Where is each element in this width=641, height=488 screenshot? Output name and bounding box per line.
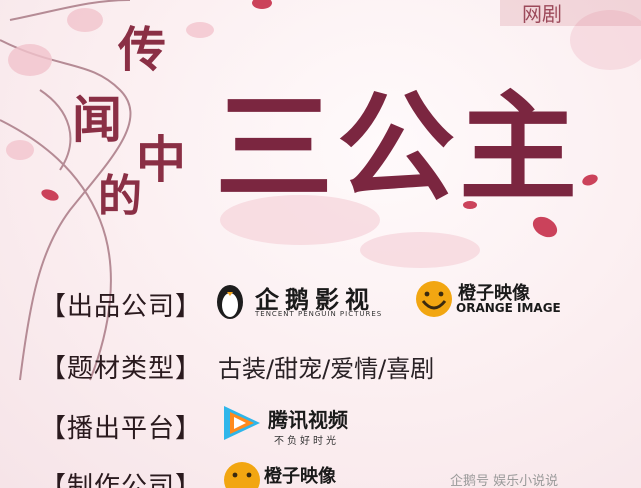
- web-drama-badge-text: 网剧: [522, 2, 562, 26]
- title-char-4: 的: [98, 171, 142, 222]
- maker-label: 【制作公司】: [40, 472, 203, 488]
- genre-label: 【题材类型】: [40, 354, 203, 384]
- tencent-penguin-cn: 企鹅影视: [255, 286, 375, 314]
- tencent-penguin-en: TENCENT PENGUIN PICTURES: [255, 310, 383, 318]
- genre-value: 古装/甜宠/爱情/喜剧: [218, 355, 435, 383]
- main-title: 三公主: [215, 78, 582, 217]
- orange-image-en: ORANGE IMAGE: [456, 301, 561, 315]
- orange-image-logo: 橙子映像 ORANGE IMAGE: [414, 279, 561, 321]
- watermark-text: 企鹅号 娱乐小说说: [450, 474, 559, 488]
- tencent-penguin-logo: 企鹅影视 TENCENT PENGUIN PICTURES: [213, 278, 393, 320]
- tencent-video-play-icon: [224, 406, 260, 440]
- orange-smiley-icon-2: [224, 462, 260, 488]
- tencent-video-logo: 腾讯视频 不负好时光: [220, 402, 370, 448]
- orange-image-cn: 橙子映像: [458, 283, 530, 304]
- title-char-3: 中: [136, 130, 186, 189]
- watermark: 企鹅号 娱乐小说说: [450, 470, 641, 488]
- title-char-1: 传: [118, 22, 167, 78]
- penguin-icon: [217, 285, 243, 319]
- tencent-video-cn: 腾讯视频: [268, 408, 348, 432]
- web-drama-badge: 网剧: [500, 0, 641, 26]
- producer-label: 【出品公司】: [40, 292, 203, 322]
- orange-image-logo-2: 橙子映像: [222, 460, 362, 488]
- orange-image-cn-2: 橙子映像: [264, 466, 336, 487]
- platform-label: 【播出平台】: [40, 414, 203, 444]
- tencent-video-slogan: 不负好时光: [274, 436, 339, 447]
- orange-smiley-icon: [416, 281, 452, 317]
- title-char-2: 闻: [72, 90, 122, 149]
